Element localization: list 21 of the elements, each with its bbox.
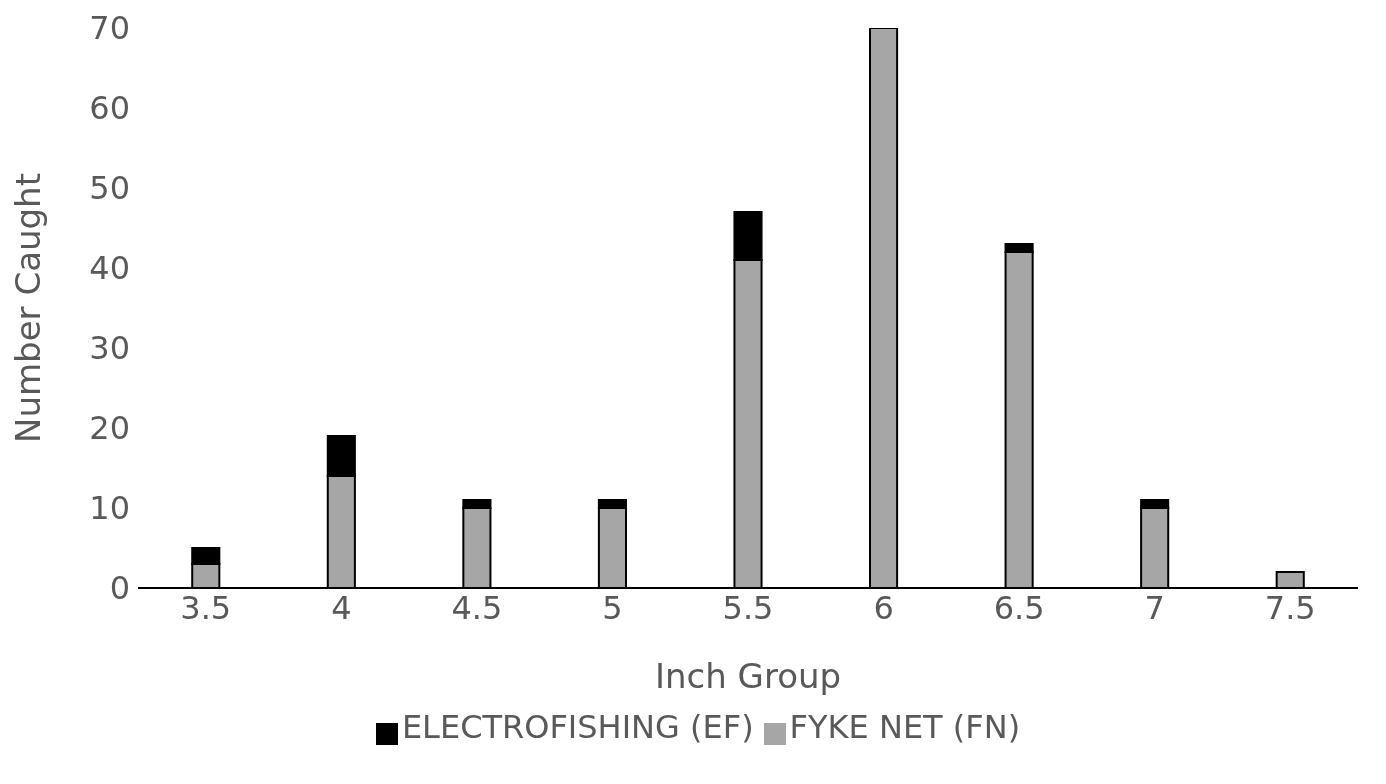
legend-label: ELECTROFISHING (EF): [401, 708, 754, 746]
y-tick-label: 10: [89, 489, 130, 528]
x-tick-label: 5.5: [722, 588, 774, 627]
y-tick-label: 30: [89, 329, 130, 368]
y-tick-label: 70: [89, 9, 130, 48]
x-tick-label: 6: [873, 588, 894, 627]
y-tick-label: 0: [109, 569, 130, 608]
x-tick-label: 5: [602, 588, 623, 627]
y-axis-title: Number Caught: [8, 173, 49, 443]
x-tick-label: 3.5: [180, 588, 232, 627]
x-tick-label: 7.5: [1264, 588, 1316, 627]
x-tick-label: 4.5: [451, 588, 503, 627]
y-tick-label: 50: [89, 169, 130, 208]
x-tick-label: 7: [1144, 588, 1165, 627]
y-tick-label: 40: [89, 249, 130, 288]
legend-label: FYKE NET (FN): [789, 708, 1021, 746]
x-tick-label: 6.5: [993, 588, 1045, 627]
y-tick-label: 20: [89, 409, 130, 448]
y-tick-label: 60: [89, 89, 130, 128]
x-axis-title: Inch Group: [654, 656, 842, 696]
x-tick-label: 4: [331, 588, 352, 627]
